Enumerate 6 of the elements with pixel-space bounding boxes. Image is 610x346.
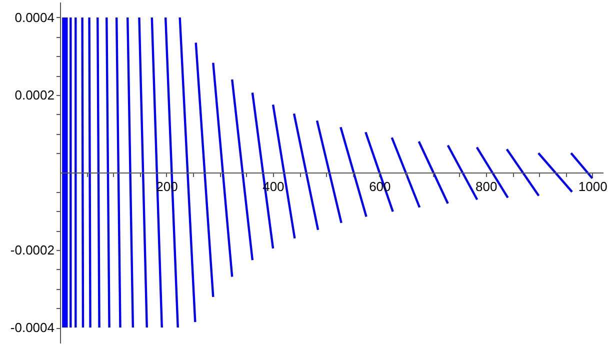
y-tick-label: 0.0004 [14, 10, 54, 25]
y-tick-label: -0.0002 [10, 242, 54, 258]
x-tick-label: 1000 [578, 179, 608, 194]
y-tick-label: -0.0004 [10, 320, 54, 335]
y-tick-label: 0.0002 [14, 88, 54, 102]
x-tick-label: 800 [476, 179, 498, 194]
